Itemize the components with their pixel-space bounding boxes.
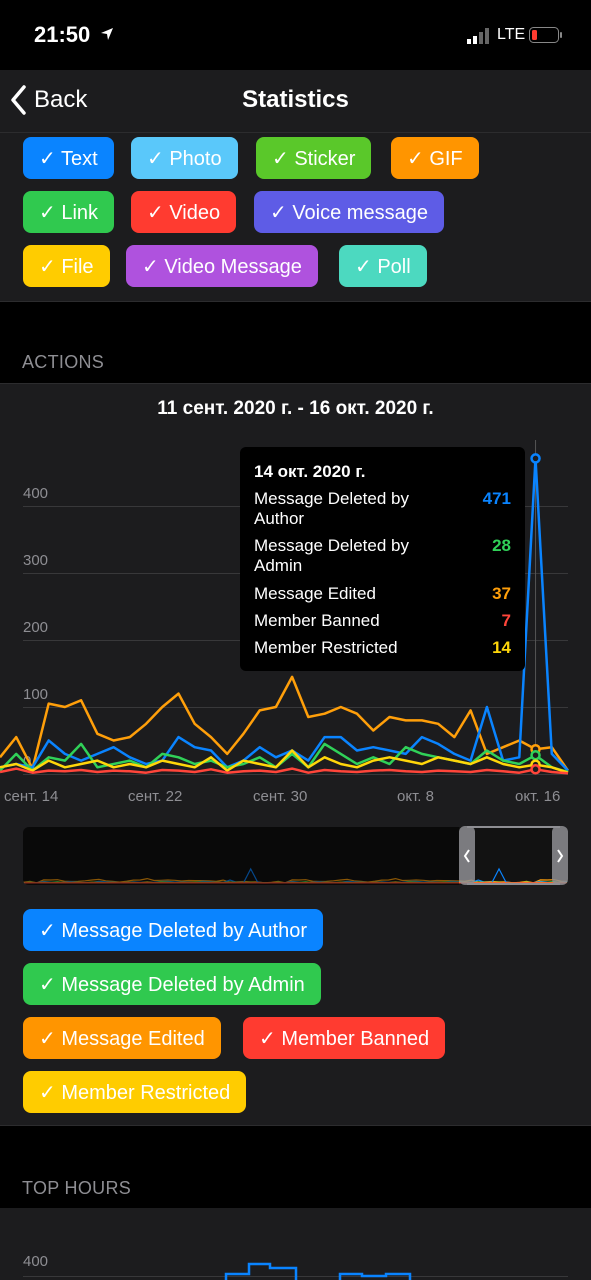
filter-chip-video-message[interactable]: ✓ Video Message bbox=[126, 245, 318, 287]
status-time: 21:50 bbox=[34, 22, 91, 47]
divider bbox=[0, 383, 591, 384]
filter-chip-link[interactable]: ✓ Link bbox=[23, 191, 115, 233]
chart-date-range: 11 сент. 2020 г. - 16 окт. 2020 г. bbox=[157, 398, 434, 419]
x-tick-label: окт. 8 bbox=[397, 788, 434, 805]
filter-chip-voice-message[interactable]: ✓ Voice message bbox=[254, 191, 444, 233]
series-line-message-deleted-by-author bbox=[0, 457, 569, 772]
legend-chip-member-banned[interactable]: ✓ Member Banned bbox=[243, 1017, 446, 1059]
overview-dim-mask bbox=[23, 827, 459, 885]
gridline bbox=[23, 707, 568, 708]
y-tick-label: 100 bbox=[23, 686, 49, 703]
filter-chip-photo[interactable]: ✓ Photo bbox=[131, 137, 238, 179]
section-header-actions: ACTIONS bbox=[22, 352, 105, 372]
legend-chip-member-restricted[interactable]: ✓ Member Restricted bbox=[23, 1071, 247, 1113]
tooltip-value: 37 bbox=[492, 584, 511, 603]
chevron-left-icon bbox=[11, 85, 26, 115]
tooltip-date: 14 окт. 2020 г. bbox=[254, 462, 366, 481]
y-tick-label: 400 bbox=[23, 1253, 49, 1270]
chart-tooltip: 14 окт. 2020 г. Message Deleted by Autho… bbox=[240, 447, 525, 671]
tooltip-value: 7 bbox=[501, 611, 511, 630]
y-tick-label: 300 bbox=[23, 552, 49, 569]
x-tick-label: сент. 22 bbox=[128, 788, 183, 805]
signal-strength-icon bbox=[467, 28, 489, 44]
back-label: Back bbox=[34, 86, 88, 113]
highlight-point bbox=[530, 453, 541, 464]
tooltip-value: 28 bbox=[492, 536, 511, 555]
message-type-filters: ✓ Text ✓ Photo ✓ Sticker ✓ GIF ✓ Link ✓ … bbox=[0, 133, 591, 301]
filter-chip-poll[interactable]: ✓ Poll bbox=[339, 245, 427, 287]
tooltip-label: Member Banned bbox=[254, 611, 380, 630]
chart-overview[interactable] bbox=[23, 827, 568, 885]
overview-sparkline bbox=[23, 867, 568, 884]
tooltip-label: Message Edited bbox=[254, 584, 376, 603]
y-tick-label: 200 bbox=[23, 619, 49, 636]
series-line-member-banned bbox=[0, 767, 569, 775]
x-tick-label: окт. 16 bbox=[515, 788, 561, 805]
back-button[interactable]: Back bbox=[10, 82, 87, 118]
tooltip-label: Message Deleted by Admin bbox=[254, 536, 409, 575]
highlight-point bbox=[530, 764, 541, 775]
status-bar: 21:50 LTE bbox=[0, 0, 591, 70]
actions-line-chart[interactable] bbox=[0, 430, 591, 780]
y-tick-label: 0 bbox=[23, 753, 32, 770]
divider bbox=[0, 1125, 591, 1126]
battery-icon bbox=[529, 27, 562, 43]
top-hours-bar-chart bbox=[224, 1262, 412, 1280]
legend-chip-message-deleted-by-admin[interactable]: ✓ Message Deleted by Admin bbox=[23, 963, 321, 1005]
tooltip-label: Message Deleted by Author bbox=[254, 489, 409, 528]
page-title: Statistics bbox=[242, 86, 349, 113]
filter-chip-sticker[interactable]: ✓ Sticker bbox=[256, 137, 372, 179]
filter-chip-file[interactable]: ✓ File bbox=[23, 245, 110, 287]
tooltip-value: 14 bbox=[492, 638, 511, 657]
legend-chip-message-deleted-by-author[interactable]: ✓ Message Deleted by Author bbox=[23, 909, 324, 951]
filter-chip-gif[interactable]: ✓ GIF bbox=[391, 137, 479, 179]
location-arrow-icon bbox=[101, 28, 113, 40]
top-hours-panel: 400 bbox=[0, 1208, 591, 1280]
filter-chip-video[interactable]: ✓ Video bbox=[131, 191, 237, 233]
series-line-message-edited bbox=[0, 675, 570, 772]
series-line-member-restricted bbox=[0, 749, 569, 774]
gridline bbox=[23, 774, 568, 775]
range-selector-handle[interactable] bbox=[459, 826, 568, 885]
navigation-bar: Back Statistics bbox=[0, 70, 591, 133]
section-header-top-hours: TOP HOURS bbox=[22, 1178, 132, 1198]
filter-chip-text[interactable]: ✓ Text bbox=[23, 137, 114, 179]
tooltip-label: Member Restricted bbox=[254, 638, 398, 657]
y-tick-label: 400 bbox=[23, 485, 49, 502]
highlight-point bbox=[530, 749, 541, 761]
x-tick-label: сент. 30 bbox=[253, 788, 308, 805]
x-tick-label: сент. 14 bbox=[4, 788, 59, 805]
network-type: LTE bbox=[497, 26, 526, 43]
divider bbox=[0, 301, 591, 302]
tooltip-value: 471 bbox=[482, 489, 511, 508]
legend-chip-message-edited[interactable]: ✓ Message Edited bbox=[23, 1017, 221, 1059]
